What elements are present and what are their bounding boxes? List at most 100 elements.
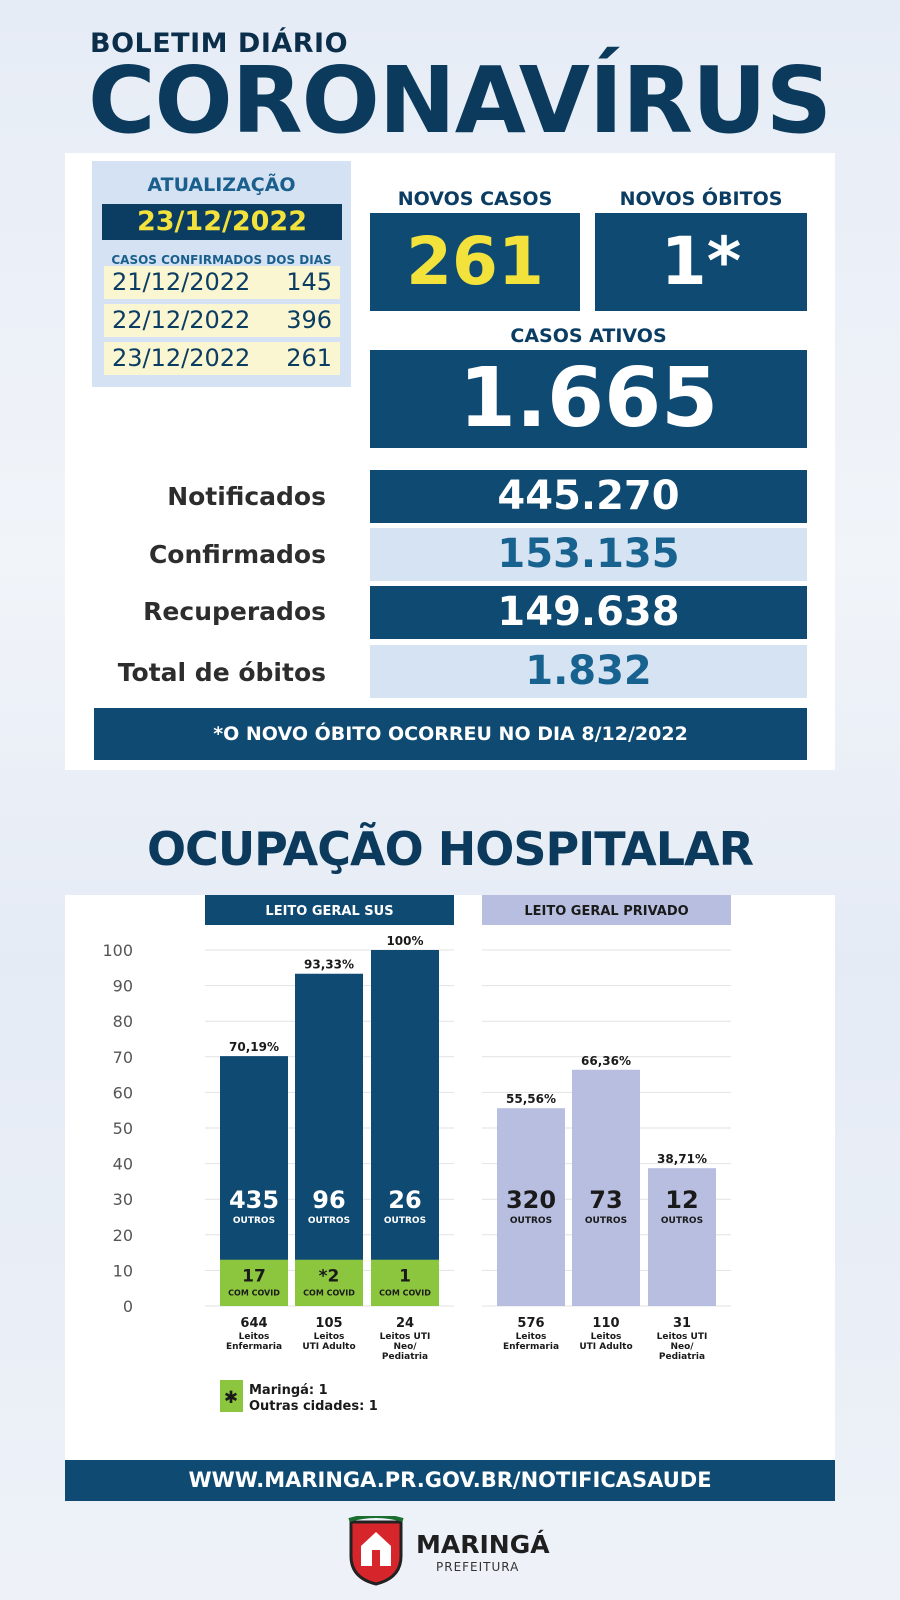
bar-category-label: UTI Adulto [579, 1342, 632, 1352]
bar-percent-label: 70,19% [229, 1040, 279, 1054]
y-tick-label: 10 [113, 1261, 133, 1280]
bar-covid [220, 1259, 288, 1306]
bar-others-label: OUTROS [233, 1216, 275, 1226]
occupancy-title: OCUPAÇÃO HOSPITALAR [146, 822, 754, 876]
y-tick-label: 100 [102, 941, 133, 960]
group-header-label: LEITO GERAL PRIVADO [524, 904, 688, 919]
bar-covid [371, 1259, 439, 1306]
bar-covid-label: COM COVID [228, 1289, 280, 1298]
bar-category-label: Pediatria [382, 1352, 428, 1362]
y-tick-label: 30 [113, 1190, 133, 1209]
death-note: *O NOVO ÓBITO OCORREU NO DIA 8/12/2022 [94, 708, 807, 760]
daily-row: 22/12/2022 396 [104, 304, 340, 337]
daily-row-value: 261 [286, 344, 332, 372]
page-title: CORONAVÍRUS [88, 47, 832, 154]
bar-bed-count: 110 [592, 1316, 619, 1331]
bar-category-label: Leitos [239, 1332, 270, 1342]
daily-row-date: 23/12/2022 [112, 344, 251, 372]
bar-category-label: Neo/ [393, 1342, 417, 1352]
bar-others [572, 1069, 640, 1306]
y-tick-label: 90 [113, 977, 133, 996]
bar-percent-label: 100% [386, 934, 423, 948]
bar-covid-label: COM COVID [303, 1289, 355, 1298]
bar-category-label: Enfermaria [226, 1342, 282, 1352]
bar-bed-count: 24 [396, 1316, 414, 1331]
bar-bed-count: 31 [673, 1316, 691, 1331]
bar-category-label: Enfermaria [503, 1342, 559, 1352]
bar-category-label: Neo/ [670, 1342, 694, 1352]
group-header-label: LEITO GERAL SUS [265, 904, 393, 919]
update-subtitle: CASOS CONFIRMADOS DOS DIAS [111, 253, 332, 267]
logo-subtitle: PREFEITURA [436, 1560, 520, 1574]
legend-swatch [220, 1380, 243, 1412]
bar-others-value: 320 [506, 1186, 556, 1214]
bar-percent-label: 93,33% [304, 958, 354, 972]
bar-others-label: OUTROS [308, 1216, 350, 1226]
bar-others-label: OUTROS [510, 1216, 552, 1226]
active-cases-value: 1.665 [370, 350, 807, 448]
bar-others-value: 435 [229, 1186, 279, 1214]
new-cases-value: 261 [370, 213, 580, 311]
stat-value-deaths: 1.832 [370, 645, 807, 698]
y-tick-label: 20 [113, 1226, 133, 1245]
bar-category-label: Leitos UTI [380, 1332, 431, 1342]
occupancy-chart: 0 10 20 30 40 50 60 70 80 90 100 LEITO GERAL SUS 70,… [102, 895, 731, 1414]
stat-value-confirmed: 153.135 [370, 528, 807, 581]
group-header [205, 895, 454, 925]
bar-category-label: UTI Adulto [302, 1342, 355, 1352]
stat-label-deaths: Total de óbitos [117, 658, 326, 687]
bar-covid-label: COM COVID [379, 1289, 431, 1298]
bar-others-label: OUTROS [585, 1216, 627, 1226]
bar-percent-label: 55,56% [506, 1092, 556, 1106]
bar-bed-count: 105 [315, 1316, 342, 1331]
bar-category-label: Leitos [314, 1332, 345, 1342]
bar-others-label: OUTROS [661, 1216, 703, 1226]
bar-category-label: Leitos [591, 1332, 622, 1342]
y-tick-label: 0 [123, 1297, 133, 1316]
legend-text: Maringá: 1 [249, 1383, 328, 1398]
y-tick-label: 70 [113, 1048, 133, 1067]
bar-percent-label: 66,36% [581, 1054, 631, 1068]
logo-name: MARINGÁ [416, 1530, 550, 1559]
daily-row-value: 145 [286, 268, 332, 296]
stat-value-recovered: 149.638 [370, 586, 807, 639]
new-deaths-value: 1* [595, 213, 807, 311]
city-crest-logo [348, 1516, 404, 1586]
bar-others-value: 73 [589, 1186, 622, 1214]
stat-value-notified: 445.270 [370, 470, 807, 523]
bar-covid-value: 1 [399, 1267, 411, 1287]
bar-category-label: Leitos UTI [657, 1332, 708, 1342]
stat-label-confirmed: Confirmados [148, 540, 326, 569]
legend-symbol: ✱ [224, 1388, 238, 1408]
bar-bed-count: 644 [240, 1316, 267, 1331]
bar-category-label: Leitos [516, 1332, 547, 1342]
bar-others-value: 26 [388, 1186, 421, 1214]
daily-row-value: 396 [286, 306, 332, 334]
bar-others-value: 12 [665, 1186, 698, 1214]
bar-others [295, 973, 363, 1306]
daily-row-date: 22/12/2022 [112, 306, 251, 334]
active-cases-label: CASOS ATIVOS [510, 325, 667, 347]
bar-covid-value: 17 [242, 1267, 266, 1287]
bar-bed-count: 576 [517, 1316, 544, 1331]
bar-covid-value: *2 [319, 1267, 340, 1287]
y-tick-label: 80 [113, 1012, 133, 1031]
daily-row-date: 21/12/2022 [112, 268, 251, 296]
update-title: ATUALIZAÇÃO [147, 174, 296, 196]
update-date: 23/12/2022 [102, 204, 342, 240]
bar-others [371, 950, 439, 1306]
bar-others-label: OUTROS [384, 1216, 426, 1226]
bar-others [648, 1168, 716, 1306]
stat-label-recovered: Recuperados [143, 597, 326, 626]
new-deaths-label: NOVOS ÓBITOS [619, 188, 783, 210]
y-tick-label: 60 [113, 1083, 133, 1102]
daily-row: 21/12/2022 145 [104, 266, 340, 299]
bar-others [497, 1108, 565, 1306]
header-subtitle: BOLETIM DIÁRIO [90, 28, 349, 59]
bar-category-label: Pediatria [659, 1352, 705, 1362]
bar-percent-label: 38,71% [657, 1152, 707, 1166]
footer-url[interactable]: WWW.MARINGA.PR.GOV.BR/NOTIFICASAUDE [65, 1460, 835, 1501]
y-tick-label: 40 [113, 1155, 133, 1174]
bar-covid [295, 1259, 363, 1306]
daily-row: 23/12/2022 261 [104, 342, 340, 375]
